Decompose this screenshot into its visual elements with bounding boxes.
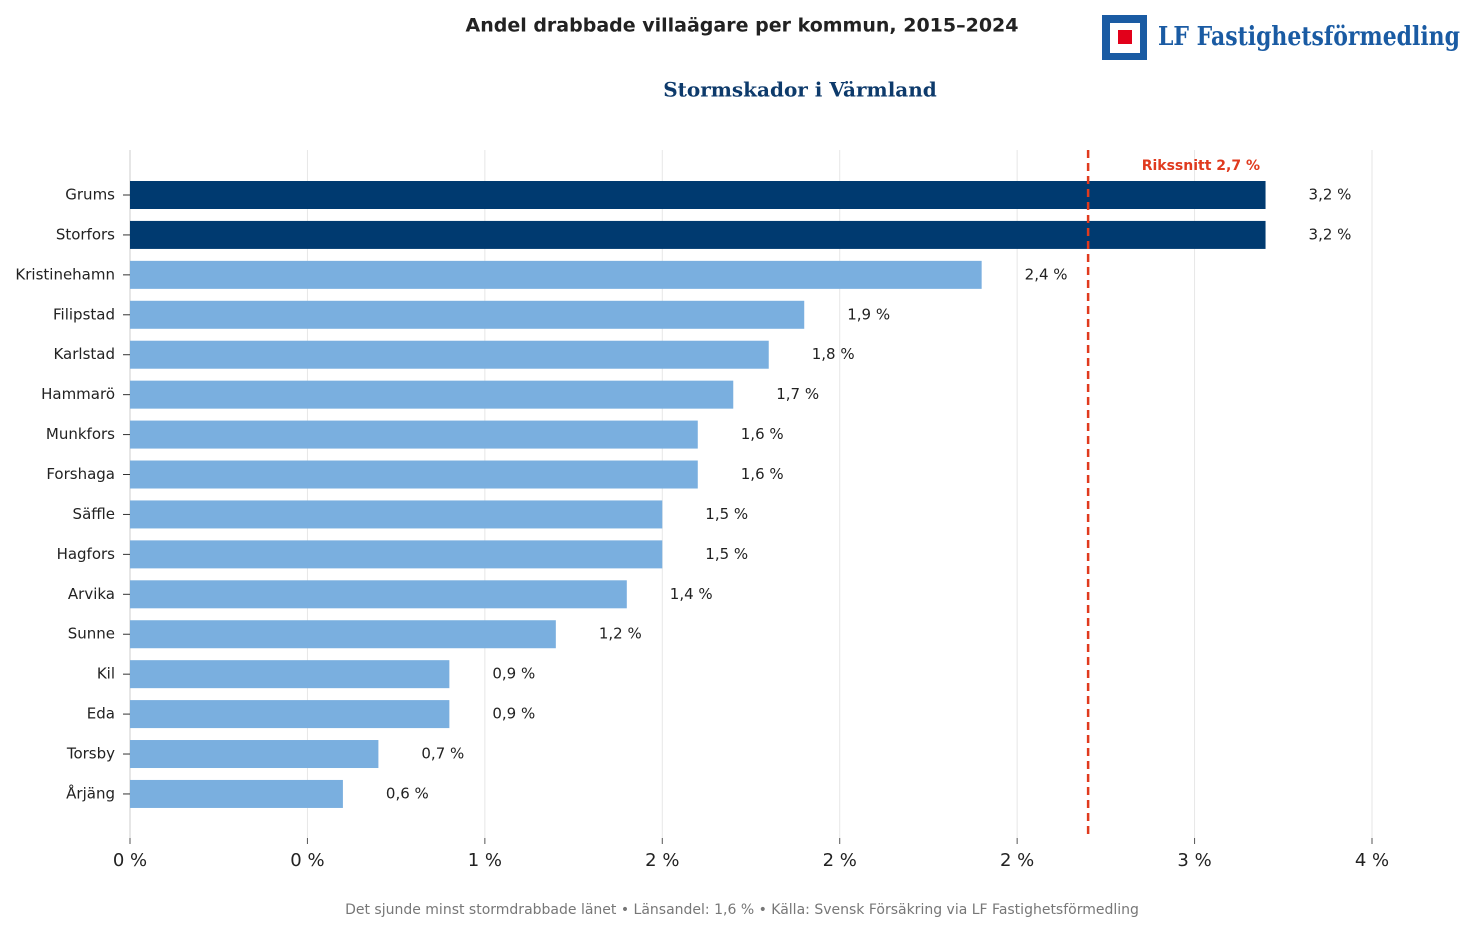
bar bbox=[130, 460, 698, 489]
bar bbox=[130, 779, 343, 808]
y-tick-label: Grums bbox=[65, 186, 115, 204]
bar bbox=[130, 620, 556, 649]
logo-icon-dot bbox=[1118, 30, 1132, 44]
x-tick-label: 2 % bbox=[1000, 850, 1034, 871]
x-tick-label: 4 % bbox=[1355, 850, 1389, 871]
logo-text: LF Fastighetsförmedling bbox=[1158, 22, 1460, 52]
value-label: 2,4 % bbox=[1025, 265, 1068, 283]
chart-title: Andel drabbade villaägare per kommun, 20… bbox=[465, 15, 1018, 37]
x-tick-label: 1 % bbox=[468, 850, 502, 871]
x-tick-label: 0 % bbox=[113, 850, 147, 871]
value-label: 1,5 % bbox=[705, 505, 748, 523]
bar bbox=[130, 260, 982, 289]
value-label: 3,2 % bbox=[1309, 225, 1352, 243]
value-label: 1,6 % bbox=[741, 425, 784, 443]
y-tick-label: Kristinehamn bbox=[15, 265, 115, 283]
y-tick-label: Torsby bbox=[66, 745, 115, 763]
y-tick-label: Arvika bbox=[68, 585, 115, 603]
y-tick-label: Karlstad bbox=[53, 345, 115, 363]
bar bbox=[130, 420, 698, 449]
value-label: 1,2 % bbox=[599, 625, 642, 643]
bar bbox=[130, 740, 379, 769]
value-label: 0,7 % bbox=[421, 745, 464, 763]
bar bbox=[130, 660, 450, 689]
bar bbox=[130, 300, 805, 329]
bar bbox=[130, 220, 1266, 249]
y-tick-label: Sunne bbox=[68, 625, 115, 643]
value-label: 1,9 % bbox=[847, 305, 890, 323]
value-label: 3,2 % bbox=[1309, 186, 1352, 204]
x-tick-label: 2 % bbox=[645, 850, 679, 871]
y-tick-label: Hagfors bbox=[57, 545, 116, 563]
x-tick-label: 0 % bbox=[290, 850, 324, 871]
footer: Det sjunde minst stormdrabbade länet • L… bbox=[345, 902, 1139, 918]
bar bbox=[130, 181, 1266, 209]
chart-subtitle: Stormskador i Värmland bbox=[663, 78, 937, 102]
y-tick-label: Munkfors bbox=[46, 425, 115, 443]
bar bbox=[130, 700, 450, 729]
bar bbox=[130, 380, 734, 409]
y-tick-label: Storfors bbox=[56, 225, 115, 243]
x-tick-label: 3 % bbox=[1177, 850, 1211, 871]
value-label: 1,6 % bbox=[741, 465, 784, 483]
bar bbox=[130, 500, 663, 529]
y-tick-label: Filipstad bbox=[53, 305, 115, 323]
y-tick-label: Årjäng bbox=[66, 783, 115, 802]
value-label: 1,7 % bbox=[776, 385, 819, 403]
logo: LF Fastighetsförmedling bbox=[1102, 15, 1460, 60]
value-label: 1,5 % bbox=[705, 545, 748, 563]
y-tick-label: Säffle bbox=[73, 505, 115, 523]
value-label: 1,8 % bbox=[812, 345, 855, 363]
value-label: 1,4 % bbox=[670, 585, 713, 603]
bar bbox=[130, 540, 663, 569]
value-label: 0,9 % bbox=[492, 665, 535, 683]
x-tick-label: 2 % bbox=[823, 850, 857, 871]
y-tick-label: Eda bbox=[87, 705, 115, 723]
y-tick-label: Forshaga bbox=[46, 465, 115, 483]
y-tick-label: Kil bbox=[97, 665, 115, 683]
y-tick-label: Hammarö bbox=[41, 385, 115, 403]
bar bbox=[130, 580, 627, 609]
value-label: 0,6 % bbox=[386, 784, 429, 802]
value-label: 0,9 % bbox=[492, 705, 535, 723]
reference-label: Rikssnitt 2,7 % bbox=[1142, 158, 1260, 174]
bar bbox=[130, 340, 769, 369]
